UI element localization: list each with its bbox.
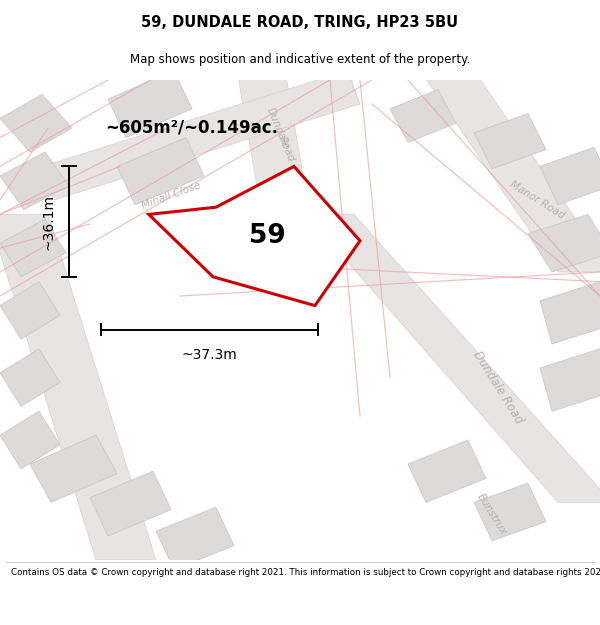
Polygon shape <box>156 508 234 569</box>
Polygon shape <box>0 219 66 277</box>
Text: Bunstrux: Bunstrux <box>475 492 509 537</box>
Polygon shape <box>408 440 486 503</box>
Polygon shape <box>149 166 360 306</box>
Text: 59, DUNDALE ROAD, TRING, HP23 5BU: 59, DUNDALE ROAD, TRING, HP23 5BU <box>142 15 458 30</box>
Text: Manor Road: Manor Road <box>508 179 566 221</box>
Text: Dundale: Dundale <box>265 106 290 150</box>
Text: Dundale Road: Dundale Road <box>470 349 526 426</box>
Polygon shape <box>117 138 204 205</box>
Text: Minall Close: Minall Close <box>140 180 202 211</box>
Polygon shape <box>540 349 600 411</box>
Polygon shape <box>306 214 600 502</box>
Text: ~605m²/~0.149ac.: ~605m²/~0.149ac. <box>105 119 278 137</box>
Polygon shape <box>474 114 546 169</box>
Polygon shape <box>528 214 600 272</box>
Text: ~37.3m: ~37.3m <box>182 348 237 362</box>
Text: 59: 59 <box>248 223 286 249</box>
Polygon shape <box>0 411 60 469</box>
Polygon shape <box>42 71 360 200</box>
Polygon shape <box>0 282 60 339</box>
Polygon shape <box>0 214 156 560</box>
Text: ~36.1m: ~36.1m <box>42 194 56 249</box>
Polygon shape <box>0 349 60 406</box>
Text: Map shows position and indicative extent of the property.: Map shows position and indicative extent… <box>130 54 470 66</box>
Polygon shape <box>108 71 192 138</box>
Polygon shape <box>90 471 171 536</box>
Polygon shape <box>390 89 456 142</box>
Polygon shape <box>30 435 117 502</box>
Polygon shape <box>474 483 546 541</box>
Polygon shape <box>0 152 69 209</box>
Polygon shape <box>540 148 600 205</box>
Text: Road: Road <box>277 136 296 164</box>
Text: Contains OS data © Crown copyright and database right 2021. This information is : Contains OS data © Crown copyright and d… <box>11 568 600 577</box>
Polygon shape <box>0 94 72 152</box>
Polygon shape <box>237 71 318 262</box>
Polygon shape <box>420 71 600 272</box>
Polygon shape <box>540 282 600 344</box>
